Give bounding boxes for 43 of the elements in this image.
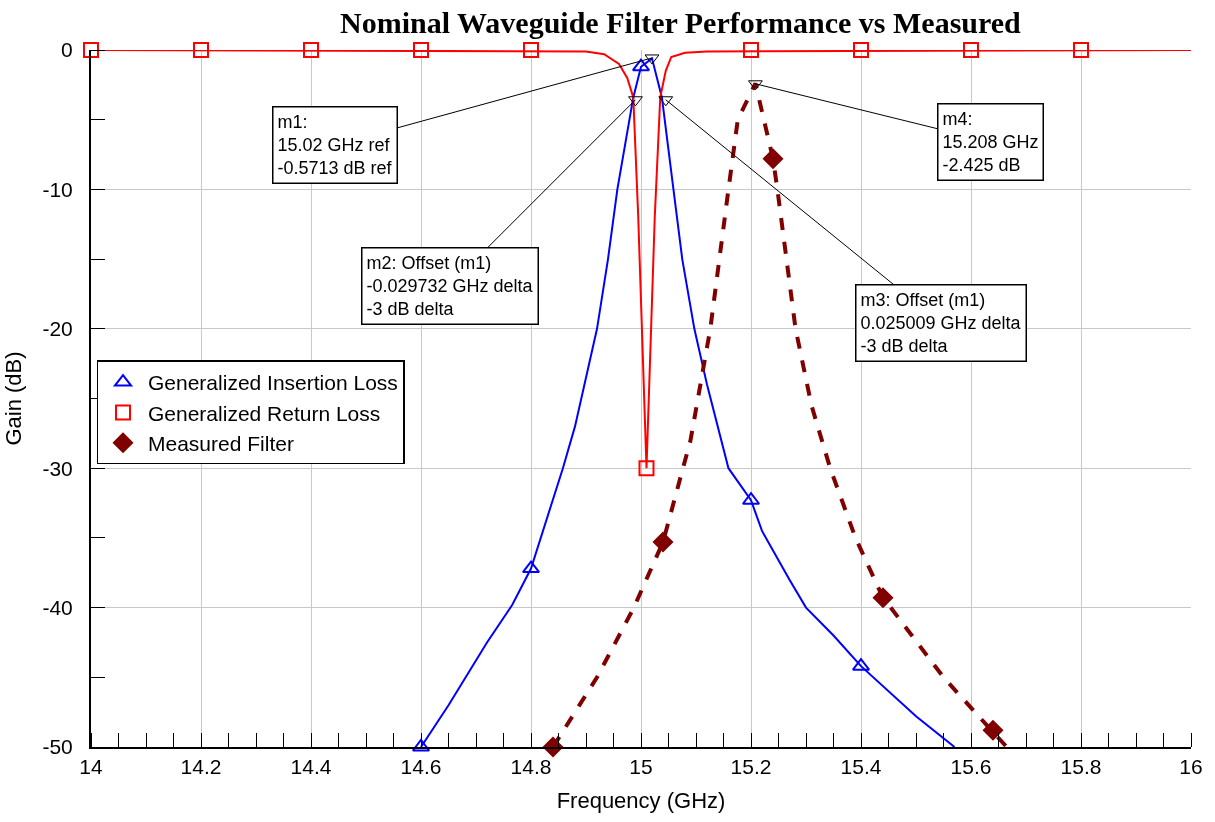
y-tick-label: -40 xyxy=(42,595,73,619)
x-tick-label: 14 xyxy=(79,755,103,779)
legend-label: Generalized Return Loss xyxy=(148,401,381,425)
point xyxy=(743,42,759,58)
x-tick-label: 15 xyxy=(629,755,653,779)
point xyxy=(193,42,209,58)
point xyxy=(413,42,429,58)
annotation: m2: Offset (m1) -0.029732 GHz delta -3 dB delta xyxy=(366,252,534,320)
x-tick-label: 15.4 xyxy=(840,755,882,779)
x-tick-label: 14.6 xyxy=(400,755,442,779)
point xyxy=(762,148,784,169)
y-tick-label: -50 xyxy=(42,735,73,759)
point xyxy=(872,587,894,608)
x-tick-label: 16 xyxy=(1179,755,1203,779)
legend-label: Measured Filter xyxy=(148,431,294,455)
point xyxy=(523,42,539,58)
point xyxy=(303,42,319,58)
y-tick-label: -10 xyxy=(42,177,73,201)
x-tick-label: 14.2 xyxy=(180,755,222,779)
x-tick-label: 15.8 xyxy=(1060,755,1102,779)
point xyxy=(652,531,674,553)
y-tick-label: 0 xyxy=(61,38,73,62)
point xyxy=(638,460,655,477)
point xyxy=(631,58,651,72)
annotation: m4: 15.208 GHz -2.425 dB xyxy=(942,108,1039,176)
legend-label: Generalized Insertion Loss xyxy=(148,371,398,395)
y-tick-label: -20 xyxy=(42,317,73,341)
y-tick-label: -30 xyxy=(42,456,73,480)
point xyxy=(1073,42,1089,58)
chart-title: Nominal Waveguide Filter Performance vs Measured xyxy=(340,6,1022,40)
x-tick-label: 15.6 xyxy=(950,755,992,779)
point xyxy=(982,720,1004,741)
x-axis-title: Frequency (GHz) xyxy=(556,787,726,813)
annotation: m1: 15.02 GHz ref -0.5713 dB ref xyxy=(277,111,393,179)
point xyxy=(963,42,979,58)
point xyxy=(853,42,869,58)
point xyxy=(521,560,541,574)
x-tick-label: 15.2 xyxy=(730,755,772,779)
point xyxy=(83,42,99,58)
x-tick-label: 14.8 xyxy=(510,755,552,779)
x-tick-label: 14.4 xyxy=(290,755,332,779)
y-axis-title: Gain (dB) xyxy=(0,351,26,446)
annotation: m3: Offset (m1) 0.025009 GHz delta -3 dB delta xyxy=(860,289,1022,357)
